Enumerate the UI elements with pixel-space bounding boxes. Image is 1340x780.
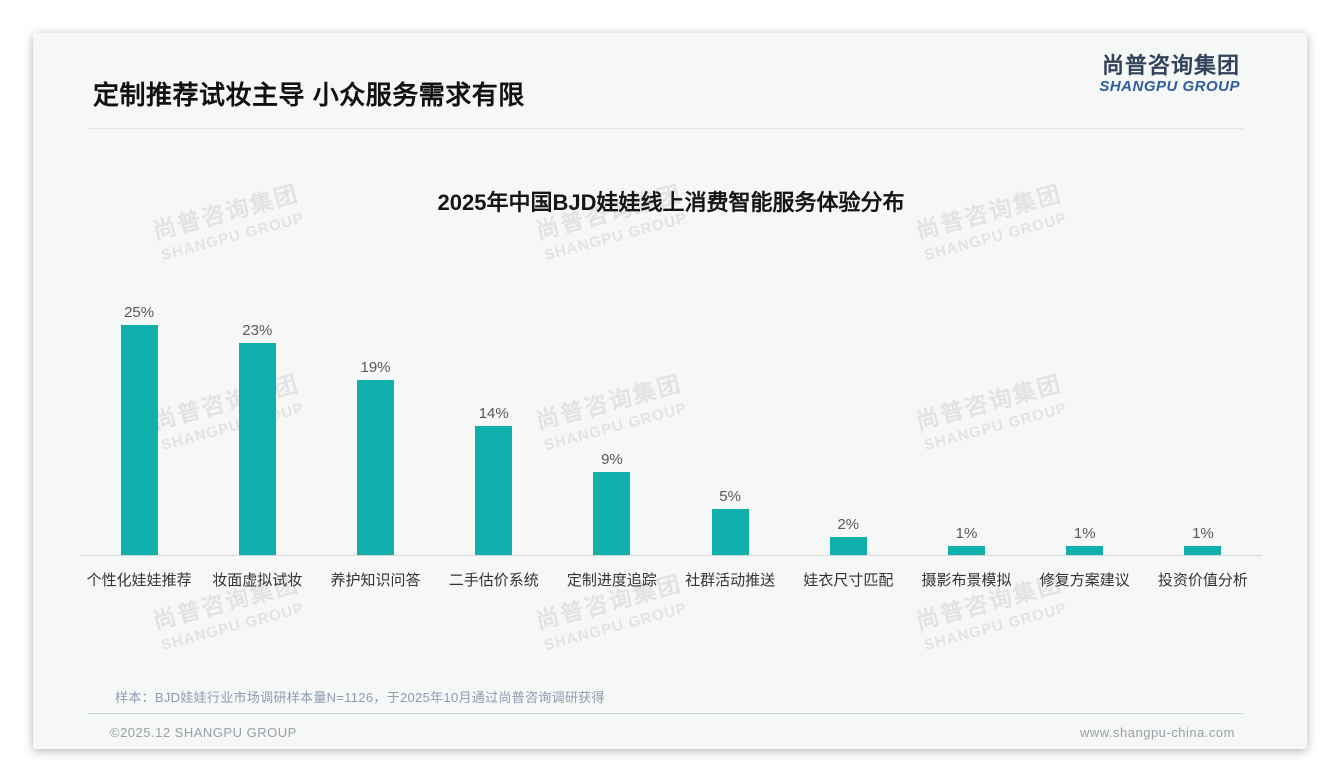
bar-column: 14%: [435, 405, 553, 555]
bar-value-label: 1%: [955, 524, 978, 542]
header-divider: [88, 128, 1243, 129]
slide-content: 定制推荐试妆主导 小众服务需求有限 尚普咨询集团 SHANGPU GROUP 2…: [33, 33, 1307, 749]
category-label: 娃衣尺寸匹配: [803, 572, 894, 589]
bar: [238, 343, 276, 555]
category-label: 妆面虚拟试妆: [212, 572, 303, 589]
copyright-text: ©2025.12 SHANGPU GROUP: [110, 725, 297, 740]
bar-column: 25%: [80, 304, 198, 555]
bar: [475, 426, 513, 555]
logo-chinese-text: 尚普咨询集团: [1101, 53, 1240, 78]
bar-chart-plot: 25% 23% 19% 14% 9% 5% 2% 1% 1% 1%: [80, 296, 1262, 556]
bar: [829, 536, 867, 555]
company-logo: 尚普咨询集团 SHANGPU GROUP: [1099, 53, 1240, 96]
bar-column: 5%: [671, 488, 789, 555]
bar-value-label: 1%: [1192, 524, 1214, 542]
category-label: 二手估价系统: [448, 572, 539, 589]
category-label: 投资价值分析: [1157, 572, 1248, 589]
bar-value-label: 19%: [360, 359, 391, 377]
header: 定制推荐试妆主导 小众服务需求有限 尚普咨询集团 SHANGPU GROUP: [33, 33, 1307, 112]
logo-english-text: SHANGPU GROUP: [1099, 78, 1240, 96]
slide-card: 尚普咨询集团 SHANGPU GROUP 尚普咨询集团 SHANGPU GROUP 尚普…: [33, 33, 1307, 749]
footer: ©2025.12 SHANGPU GROUP www.shangpu-china…: [110, 725, 1235, 740]
bar-value-label: 23%: [242, 322, 273, 340]
category-label: 修复方案建议: [1039, 572, 1130, 589]
footer-divider: [88, 713, 1243, 714]
category-label: 社群活动推送: [685, 572, 776, 589]
chart-title: 2025年中国BJD娃娃线上消费智能服务体验分布: [437, 190, 905, 215]
sample-note: 样本：BJD娃娃行业市场调研样本量N=1126，于2025年10月通过尚普咨询调…: [115, 690, 605, 705]
bar-column: 1%: [1026, 525, 1144, 555]
bar-column: 1%: [907, 525, 1025, 555]
category-axis: 个性化娃娃推荐 妆面虚拟试妆 养护知识问答 二手估价系统 定制进度追踪 社群活动推送 娃衣尺…: [80, 556, 1262, 590]
bar-column: 23%: [198, 322, 316, 555]
website-text: www.shangpu-china.com: [1079, 725, 1235, 740]
bar-value-label: 14%: [478, 405, 509, 423]
bar-value-label: 2%: [837, 515, 860, 533]
category-label: 个性化娃娃推荐: [86, 572, 192, 589]
bar: [593, 472, 631, 555]
bar-value-label: 9%: [601, 451, 623, 469]
bar: [357, 380, 394, 555]
bar: [948, 545, 986, 555]
page-title: 定制推荐试妆主导 小众服务需求有限: [93, 80, 525, 110]
category-label: 摄影布景模拟: [921, 572, 1012, 589]
bar: [711, 509, 749, 555]
bar-column: 2%: [789, 516, 907, 555]
bar-column: 19%: [316, 359, 434, 555]
bar: [120, 325, 158, 555]
bar-value-label: 1%: [1073, 524, 1096, 542]
category-label: 养护知识问答: [330, 572, 421, 589]
bar: [1066, 545, 1104, 555]
category-label: 定制进度追踪: [566, 572, 657, 589]
bar-column: 1%: [1144, 525, 1262, 555]
bar: [1184, 545, 1222, 555]
bar-column: 9%: [553, 451, 671, 555]
bar-value-label: 25%: [124, 304, 155, 321]
bar-value-label: 5%: [719, 488, 741, 505]
